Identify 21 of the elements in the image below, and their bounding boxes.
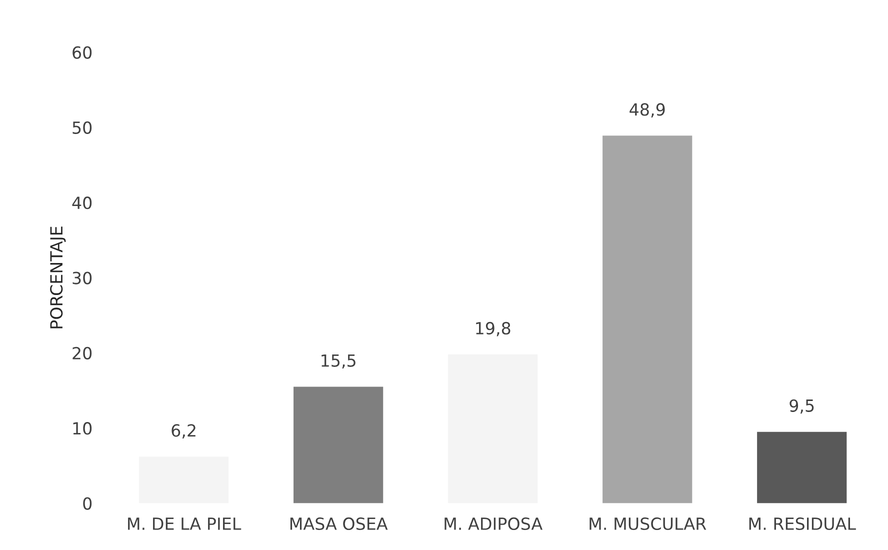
bar: [757, 432, 847, 504]
y-tick-label: 40: [72, 196, 92, 210]
bar: [294, 386, 384, 504]
y-tick-label: 50: [72, 121, 92, 134]
x-tick-label: MASA OSEA: [290, 517, 388, 530]
y-tick-label: 20: [72, 346, 92, 360]
data-label: 48,9: [630, 103, 665, 118]
y-tick-label: 30: [72, 272, 92, 284]
y-tick-label: 0: [83, 497, 92, 510]
x-tick-label: M. RESIDUAL: [749, 517, 856, 530]
data-label: 9,5: [790, 399, 814, 414]
bar: [602, 136, 692, 504]
y-axis-title: PORCENTAJE: [50, 226, 66, 328]
y-tick-label: 10: [73, 422, 92, 435]
data-label: 15,5: [322, 354, 356, 369]
x-tick-label: M. ADIPOSA: [444, 517, 542, 530]
x-tick-label: M. MUSCULAR: [590, 517, 706, 530]
data-label: 19,8: [476, 322, 510, 336]
y-tick-label: 60: [72, 46, 92, 59]
data-label: 6,2: [172, 424, 196, 438]
x-tick-label: M. DE LA PIEL: [128, 518, 242, 530]
